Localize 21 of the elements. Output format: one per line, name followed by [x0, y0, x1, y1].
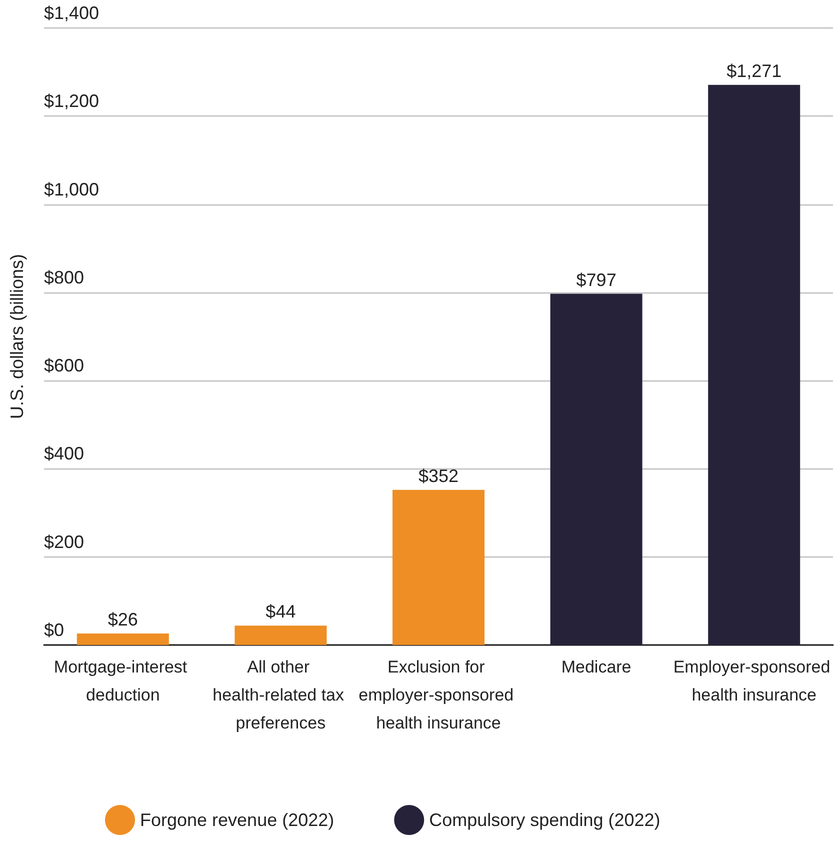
y-axis-title: U.S. dollars (billions) — [7, 254, 27, 420]
data-label: $797 — [576, 270, 616, 290]
x-tick-label: Mortgage-interest deduction — [54, 658, 192, 704]
x-tick-label: All other health-related tax preferences — [212, 658, 349, 732]
y-tick-label: $800 — [44, 267, 84, 288]
data-label: $44 — [266, 602, 296, 622]
x-tick-label: Employer-sponsored health insurance — [673, 658, 835, 704]
y-tick-label: $200 — [44, 532, 84, 552]
y-tick-label: $1,200 — [44, 91, 100, 112]
y-tick-label: $0 — [44, 620, 64, 640]
data-label: $1,271 — [726, 60, 782, 81]
x-tick-label: Medicare — [561, 658, 632, 676]
legend-label: Compulsory spending (2022) — [429, 810, 660, 830]
y-tick-label: $1,400 — [44, 3, 100, 23]
legend-label: Forgone revenue (2022) — [140, 810, 334, 830]
data-label: $26 — [108, 610, 138, 630]
y-tick-label: $400 — [44, 444, 84, 464]
data-label: $352 — [418, 466, 459, 486]
x-tick-label: Exclusion for employer-sponsored health insurance — [358, 658, 518, 732]
y-tick-label: $1,000 — [44, 179, 100, 200]
y-tick-label: $600 — [44, 356, 84, 376]
